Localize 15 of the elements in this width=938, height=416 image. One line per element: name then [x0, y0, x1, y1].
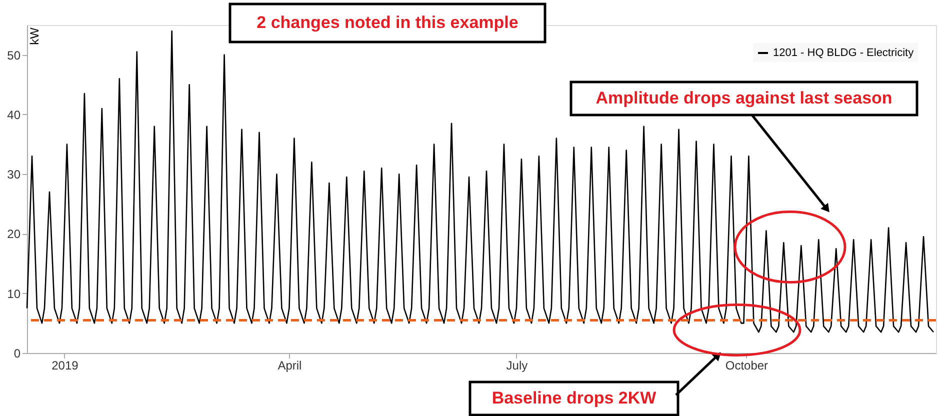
x-tick-label: April [278, 358, 302, 372]
x-tick-label: July [506, 358, 528, 372]
legend-label: 1201 - HQ BLDG - Electricity [773, 47, 914, 59]
y-tick-label: 30 [7, 168, 21, 182]
x-tick-label: October [725, 358, 768, 372]
annotation: Amplitude drops against last season [596, 88, 892, 108]
y-tick-label: 10 [7, 286, 21, 301]
annotation: 2 changes noted in this example [256, 13, 518, 32]
text: Baseline drops 2KW [492, 388, 658, 408]
y-tick-label: 20 [7, 227, 21, 242]
y-axis-title: kW [28, 26, 42, 45]
y-tick-label: 50 [7, 48, 21, 62]
x-tick-label: 2019 [52, 358, 79, 372]
y-tick-label: 40 [7, 108, 21, 122]
y-tick-label: 0 [14, 346, 21, 360]
